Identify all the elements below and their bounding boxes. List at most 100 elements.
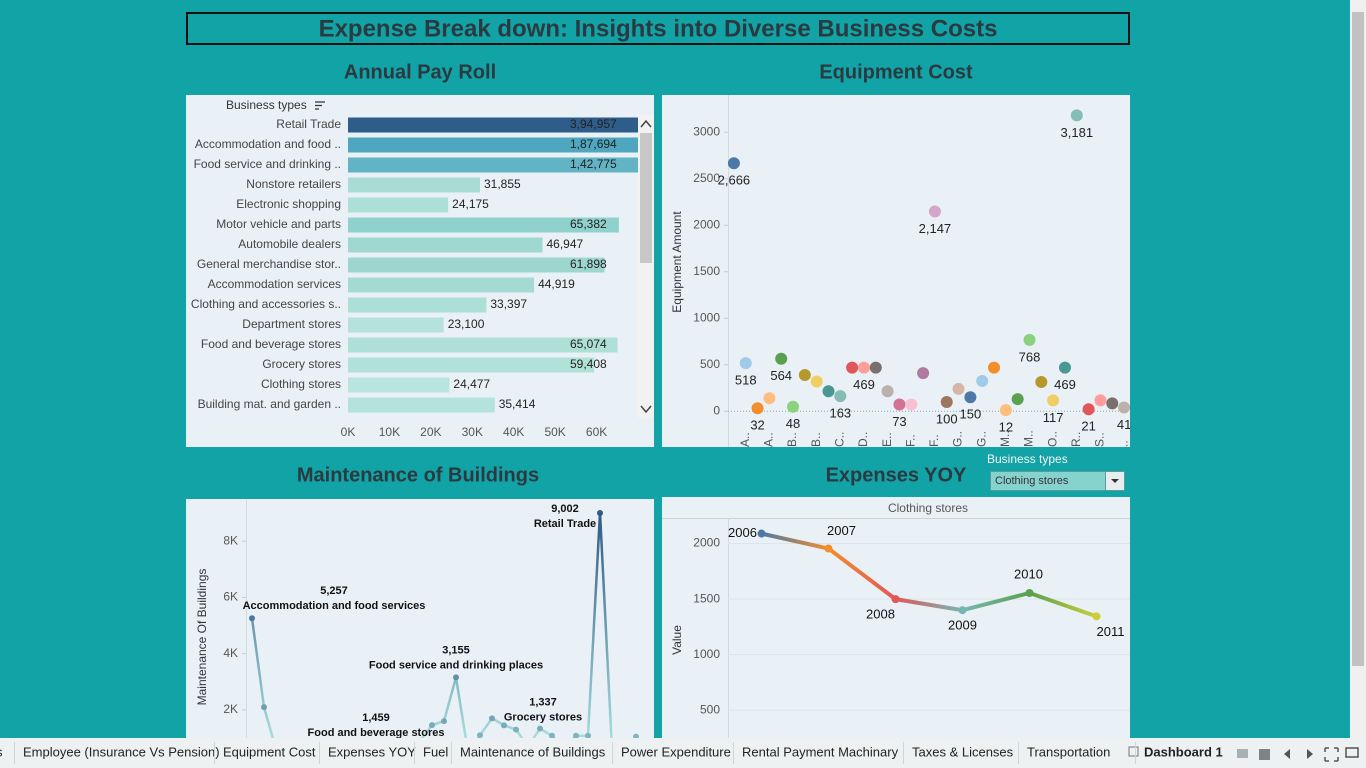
x-tick-label: 0K: [341, 425, 356, 439]
point: [787, 400, 800, 413]
bar: [348, 117, 638, 133]
line-chart: 500 1000 1500 2000 Value 2006 2007 2008 2009 2010…: [670, 518, 1130, 738]
filter-label: Business types: [987, 452, 1068, 466]
scroll-thumb[interactable]: [1352, 12, 1364, 666]
category-label: Retail Trade: [276, 117, 341, 131]
sort-icon[interactable]: [315, 101, 325, 110]
scrollbar[interactable]: [638, 115, 654, 418]
bar: [348, 397, 495, 413]
window-scrollbar[interactable]: [1350, 0, 1366, 738]
tab[interactable]: Fuel: [423, 744, 448, 759]
point: [893, 398, 906, 411]
bar: [348, 197, 449, 213]
title-box: [186, 12, 1130, 45]
icon[interactable]: [1284, 749, 1290, 759]
value-label: 9,002: [551, 503, 579, 515]
y-tick-label: 2500: [693, 171, 720, 185]
scroll-down[interactable]: [640, 405, 652, 414]
point: [798, 368, 811, 381]
point-label: 2010: [1014, 566, 1043, 581]
point-label: 2009: [948, 618, 977, 633]
point: [824, 544, 833, 553]
value-label: 31,855: [484, 177, 521, 191]
x-tick-label: 30K: [462, 425, 483, 439]
point: [757, 529, 766, 538]
value-label: 2,147: [919, 221, 952, 236]
point-label: Food and beverage stores: [308, 727, 445, 739]
category-label: Electronic shopping: [236, 197, 341, 211]
line-chart: 2K 4K 6K 8K Maintenance Of Buildings 5,257 Acc…: [195, 499, 639, 739]
point: [775, 352, 788, 365]
point: [940, 395, 953, 408]
y-tick-label: 4K: [223, 646, 238, 660]
value-label: 24,175: [452, 197, 489, 211]
point: [751, 402, 764, 415]
point: [1025, 589, 1034, 597]
value-label: 1,87,694: [570, 137, 617, 151]
point-label: Food service and drinking places: [369, 659, 543, 671]
y-axis-title: Value: [670, 625, 684, 655]
icon[interactable]: [1307, 749, 1313, 759]
bar: [348, 297, 487, 313]
tab[interactable]: Taxes & Licenses: [912, 744, 1014, 759]
point: [1023, 333, 1036, 346]
category-label: General merchandise stor..: [197, 257, 341, 271]
tab[interactable]: Rental Payment Machinary: [742, 744, 899, 759]
bar: [348, 177, 480, 193]
value-label: 1,337: [529, 696, 557, 708]
bar: [348, 217, 619, 233]
value-label: 24,477: [453, 377, 490, 391]
icon[interactable]: [1259, 749, 1270, 760]
x-tick-label: F..: [903, 434, 917, 447]
category-label: Automobile dealers: [238, 237, 341, 251]
scroll-up[interactable]: [640, 119, 652, 128]
x-tick-label: 50K: [544, 425, 565, 439]
y-tick-label: 6K: [223, 590, 238, 604]
point: [763, 392, 776, 405]
icon[interactable]: [1237, 749, 1248, 758]
x-tick-label: M..: [1022, 430, 1036, 447]
y-tick-label: 2K: [223, 702, 238, 716]
tab[interactable]: Power Expenditure: [621, 744, 731, 759]
tab[interactable]: Dashboard 1: [1144, 744, 1223, 759]
chart-title: Maintenance of Buildings: [297, 464, 539, 486]
bar: [348, 237, 543, 253]
y-tick-label: 1500: [693, 264, 720, 278]
point: [834, 390, 847, 403]
y-tick-label: 500: [700, 357, 720, 371]
tab[interactable]: s: [0, 744, 3, 759]
tab-list: s Employee (Insurance Vs Pension)Equipmen…: [0, 742, 1223, 764]
value-label: 44,919: [538, 277, 575, 291]
x-tick-label: B..: [785, 432, 799, 447]
tab[interactable]: Equipment Cost: [223, 744, 316, 759]
panel: [662, 95, 1130, 447]
point: [846, 361, 859, 374]
point: [964, 391, 977, 404]
value-label: 41: [1117, 417, 1131, 432]
scroll-thumb[interactable]: [640, 133, 652, 263]
tab[interactable]: Transportation: [1027, 744, 1110, 759]
filter-dropdown[interactable]: Clothing stores: [990, 471, 1125, 491]
panel: [662, 497, 1130, 738]
x-tick-label: 10K: [379, 425, 400, 439]
line: [761, 531, 1098, 619]
icon[interactable]: [1324, 747, 1339, 762]
y-tick-label: 2000: [693, 536, 720, 550]
tab[interactable]: Employee (Insurance Vs Pension): [23, 744, 220, 759]
legend-title: Business types: [226, 98, 307, 112]
point: [249, 615, 255, 622]
point-label: Grocery stores: [504, 711, 582, 723]
bar: [348, 357, 595, 373]
tab[interactable]: Expenses YOY: [328, 744, 416, 759]
y-tick-label: 2000: [693, 217, 720, 231]
x-tick-label: E..: [880, 432, 894, 447]
x-tick-label: R..: [1069, 432, 1083, 447]
x-tick-label: G..: [974, 431, 988, 447]
value-label: 21: [1081, 419, 1095, 434]
point: [891, 595, 900, 604]
point: [1058, 361, 1071, 374]
pane-header: Clothing stores: [888, 501, 968, 515]
tab[interactable]: Maintenance of Buildings: [460, 744, 606, 759]
icon[interactable]: [1345, 747, 1359, 758]
